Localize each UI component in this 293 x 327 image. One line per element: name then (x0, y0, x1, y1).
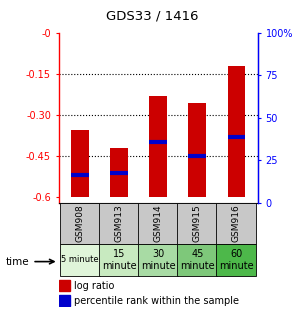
Bar (138, 203, 178, 244)
Text: GSM916: GSM916 (232, 204, 241, 242)
Bar (110, 148, 128, 197)
Text: 45
minute: 45 minute (180, 249, 214, 271)
Bar (138, 244, 178, 276)
Bar (149, 96, 167, 197)
Bar (71, 130, 89, 197)
Bar (217, 203, 256, 244)
Bar (59, 295, 70, 306)
Text: 15
minute: 15 minute (102, 249, 137, 271)
Text: percentile rank within the sample: percentile rank within the sample (74, 296, 239, 306)
Text: 60
minute: 60 minute (219, 249, 254, 271)
Text: GSM914: GSM914 (154, 204, 163, 242)
Text: log ratio: log ratio (74, 281, 115, 291)
Text: 5 minute: 5 minute (61, 255, 99, 265)
Text: GSM915: GSM915 (193, 204, 202, 242)
Bar (99, 244, 139, 276)
Bar (217, 244, 256, 276)
Text: GSM913: GSM913 (115, 204, 124, 242)
Bar (59, 280, 70, 291)
Text: 30
minute: 30 minute (141, 249, 176, 271)
Bar (228, 66, 245, 197)
Text: GDS33 / 1416: GDS33 / 1416 (106, 10, 199, 23)
Text: GSM908: GSM908 (76, 204, 85, 242)
Bar (188, 103, 206, 197)
Bar (60, 203, 100, 244)
Bar (60, 244, 100, 276)
Bar (177, 203, 217, 244)
Bar (99, 203, 139, 244)
Bar (177, 244, 217, 276)
Text: time: time (6, 257, 30, 267)
